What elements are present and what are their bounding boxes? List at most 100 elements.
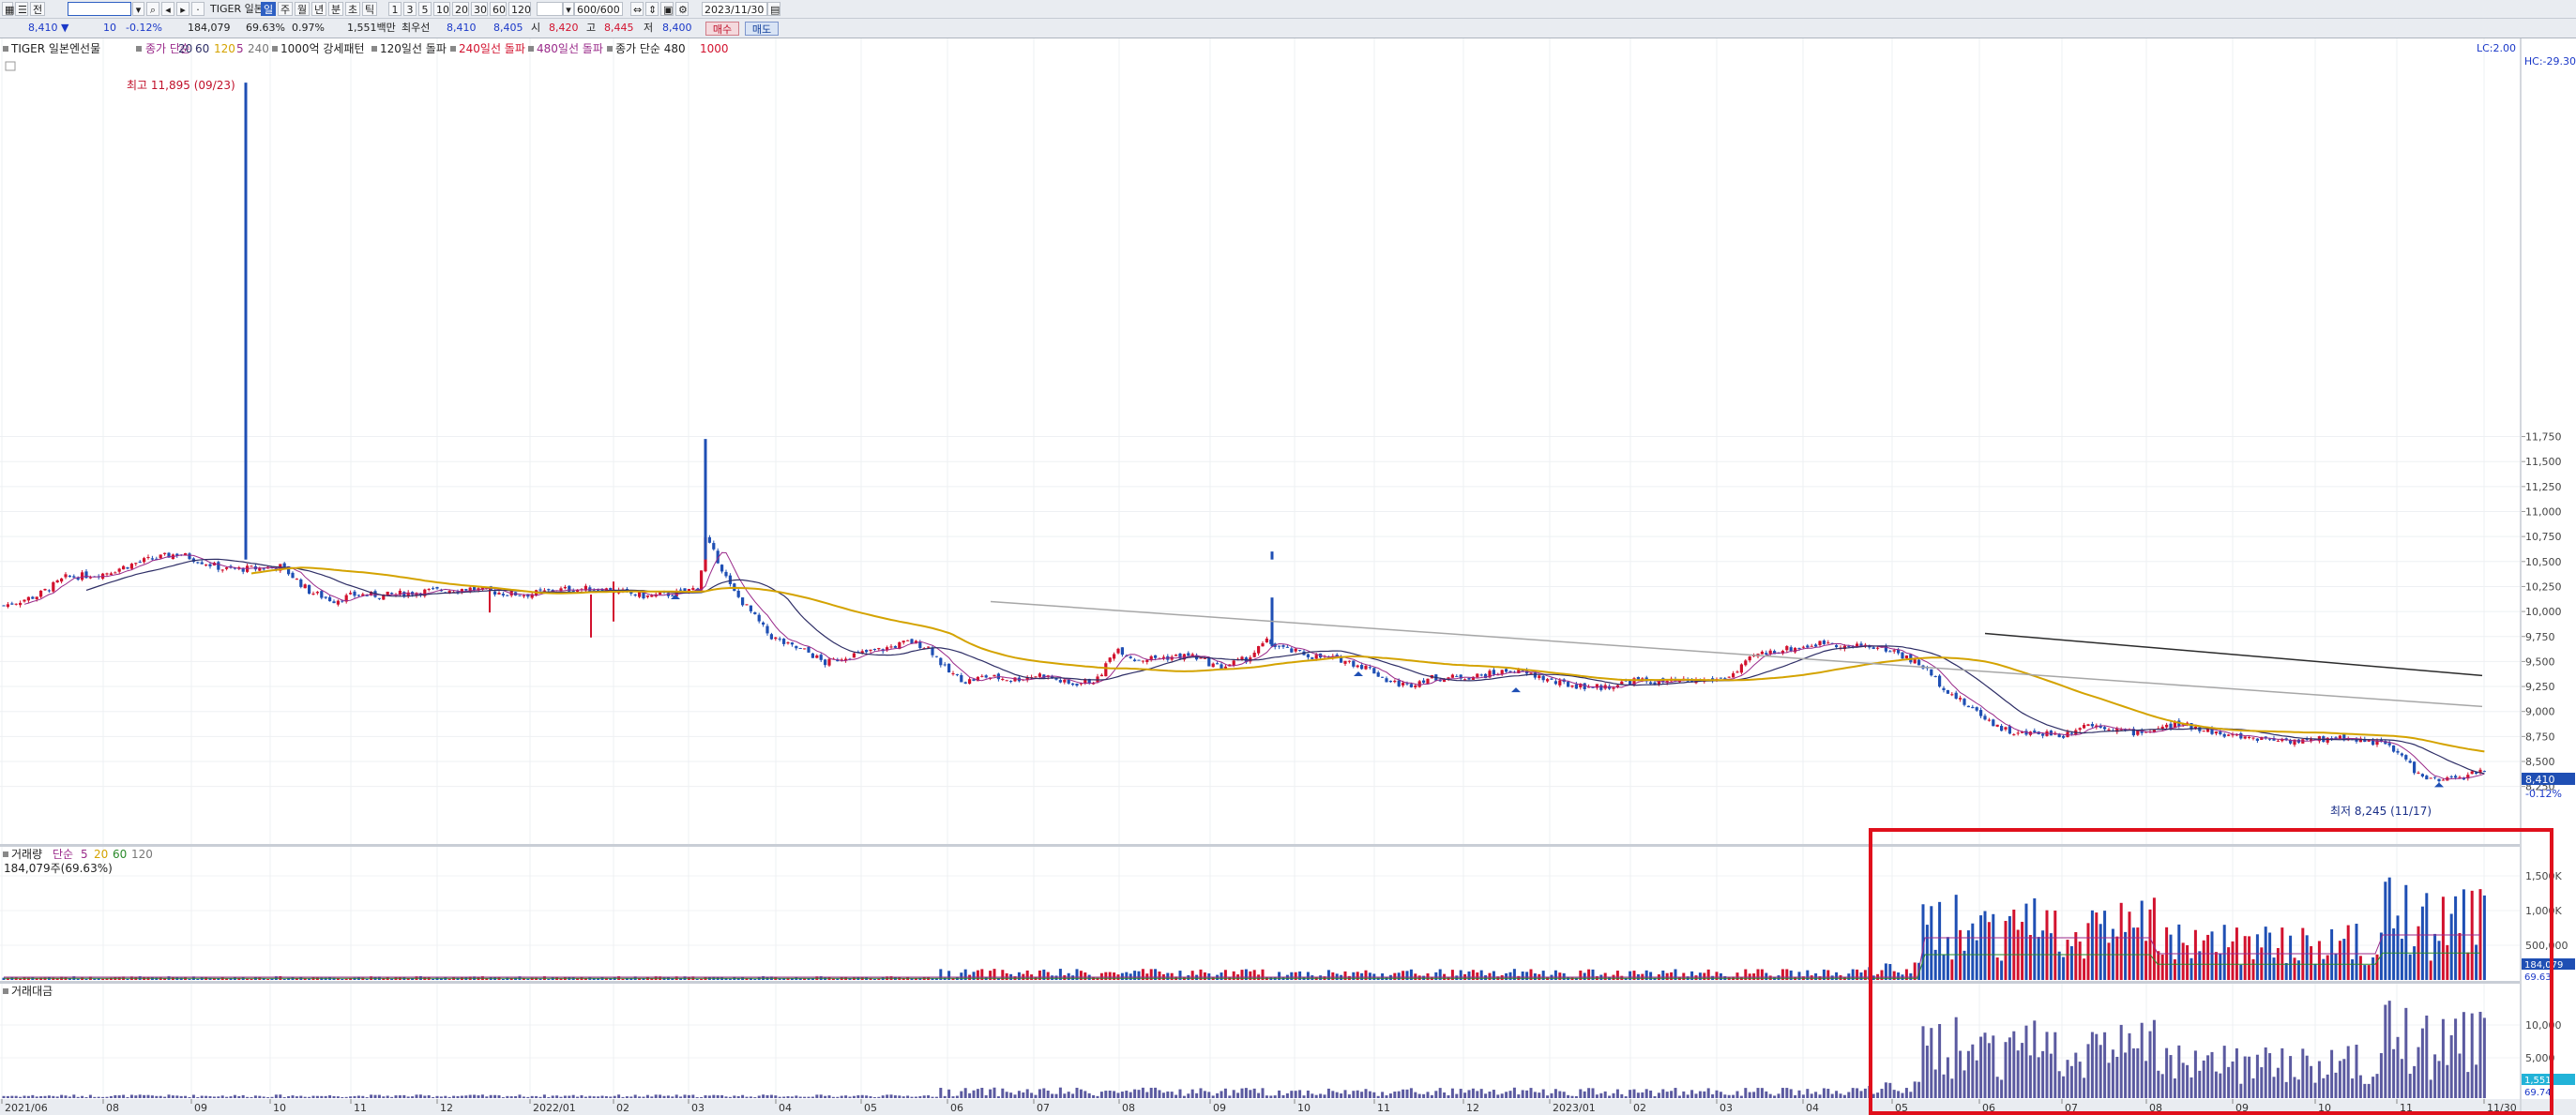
amount-bar — [1773, 1095, 1777, 1098]
amount-bar — [1517, 1094, 1521, 1098]
volume-bar — [650, 978, 654, 980]
amount-bar — [1372, 1092, 1376, 1098]
volume-bar — [1244, 969, 1248, 980]
candle-body — [886, 647, 889, 651]
amount-bar — [1125, 1091, 1129, 1098]
volume-bar — [311, 977, 315, 980]
amount-bar — [2181, 1062, 2185, 1098]
amount-bar — [1521, 1090, 1524, 1098]
period-year[interactable]: 년 — [311, 2, 326, 16]
interval-dropdown-icon[interactable]: ▾ — [563, 2, 574, 16]
amount-bar — [1137, 1090, 1141, 1098]
interval-1[interactable]: 1 — [388, 2, 402, 16]
prev-icon[interactable]: ◂ — [161, 2, 174, 16]
volume-bar — [803, 978, 807, 980]
candle-body — [1496, 674, 1500, 676]
amount-bar — [2090, 1032, 2094, 1098]
jeon-button[interactable]: 전 — [30, 2, 45, 16]
moving-average-lines — [23, 551, 2485, 780]
candle-body — [666, 593, 670, 596]
amount-bar — [1216, 1092, 1220, 1098]
interval-20[interactable]: 20 — [452, 2, 469, 16]
candle-body — [320, 591, 324, 598]
y-tick-label: 8,500 — [2525, 756, 2555, 768]
volume-bar — [250, 978, 253, 980]
interval-30[interactable]: 30 — [471, 2, 488, 16]
date-input[interactable]: 2023/11/30 — [702, 2, 767, 16]
candle-body — [1785, 646, 1789, 651]
stock-code-input[interactable]: 252650 — [68, 2, 131, 16]
candle-body — [807, 646, 811, 653]
zoom-icon[interactable]: ⇔ — [630, 2, 644, 16]
amount-bar — [522, 1096, 525, 1098]
next-icon[interactable]: ▸ — [176, 2, 189, 16]
candle-body — [1199, 657, 1203, 659]
stock-chart[interactable]: 11,75011,50011,25011,00010,75010,50010,2… — [0, 38, 2576, 1115]
interval-120[interactable]: 120 — [508, 2, 531, 16]
x-axis-label: 12 — [1466, 1102, 1479, 1114]
amount-bar — [1046, 1090, 1050, 1098]
period-second[interactable]: 초 — [345, 2, 360, 16]
amount-bar — [1587, 1088, 1591, 1098]
period-week[interactable]: 주 — [278, 2, 293, 16]
count-input[interactable]: 600/600 — [574, 2, 623, 16]
period-month[interactable]: 월 — [295, 2, 310, 16]
amount-bar — [1281, 1094, 1285, 1098]
volume-bar — [1739, 977, 1743, 980]
candle-body — [1347, 660, 1351, 662]
amount-bar — [1901, 1092, 1904, 1098]
amount-bar — [1715, 1090, 1719, 1098]
volume-bar — [2454, 896, 2458, 980]
amount-bar — [1959, 1050, 1962, 1098]
calendar-icon[interactable]: ▤ — [767, 2, 780, 16]
period-minute[interactable]: 분 — [328, 2, 343, 16]
amount-bar — [1541, 1089, 1545, 1098]
candle-body — [361, 594, 365, 596]
amount-bar — [1443, 1092, 1447, 1098]
sell-button[interactable]: 매도 — [745, 22, 779, 36]
amount-bar — [1496, 1094, 1500, 1098]
amount-bar — [1063, 1093, 1067, 1098]
settings-icon[interactable]: ⚙ — [675, 2, 689, 16]
interval-3[interactable]: 3 — [403, 2, 417, 16]
list-menu-icon[interactable]: ☰ — [15, 2, 28, 16]
candlesticks — [2, 83, 2486, 788]
amount-bar — [790, 1096, 794, 1098]
volume-bar — [26, 977, 30, 980]
buy-button[interactable]: 매수 — [705, 22, 739, 36]
candle-body — [2317, 736, 2321, 742]
amount-bar — [1051, 1093, 1054, 1098]
period-day[interactable]: 일 — [261, 2, 276, 16]
save-icon[interactable]: ▣ — [660, 2, 674, 16]
volume-bar — [2186, 944, 2190, 980]
x-axis-label: 09 — [1213, 1102, 1226, 1114]
amount-bar — [2358, 1075, 2362, 1098]
chart-tool-icon[interactable]: ⇕ — [645, 2, 659, 16]
volume-bar — [2107, 942, 2111, 980]
interval-10[interactable]: 10 — [433, 2, 450, 16]
interval-60[interactable]: 60 — [490, 2, 507, 16]
dropdown-icon[interactable]: ▾ — [132, 2, 144, 16]
amount-bar — [583, 1096, 587, 1098]
quote-turnover: 0.97% — [292, 22, 325, 34]
amount-bar — [489, 1094, 492, 1098]
candle-body — [860, 651, 864, 654]
candle-body — [691, 588, 695, 591]
amount-bar — [1942, 1074, 1946, 1098]
volume-bar — [1760, 969, 1764, 980]
candle-body — [1649, 682, 1653, 685]
pin-icon[interactable]: · — [191, 2, 205, 16]
amount-bar — [328, 1094, 332, 1098]
search-icon[interactable]: ⌕ — [146, 2, 159, 16]
period-tick[interactable]: 틱 — [362, 2, 377, 16]
volume-bar — [184, 977, 188, 980]
layout-icon[interactable]: ▦ — [2, 2, 14, 16]
candle-body — [1058, 680, 1062, 683]
amount-bar — [1388, 1093, 1392, 1098]
interval-5[interactable]: 5 — [418, 2, 432, 16]
x-axis-label: 02 — [1633, 1102, 1646, 1114]
volume-bar — [662, 977, 666, 980]
candle-body — [2466, 775, 2470, 779]
candle-body — [852, 653, 856, 658]
custom-interval-input[interactable] — [537, 2, 563, 16]
